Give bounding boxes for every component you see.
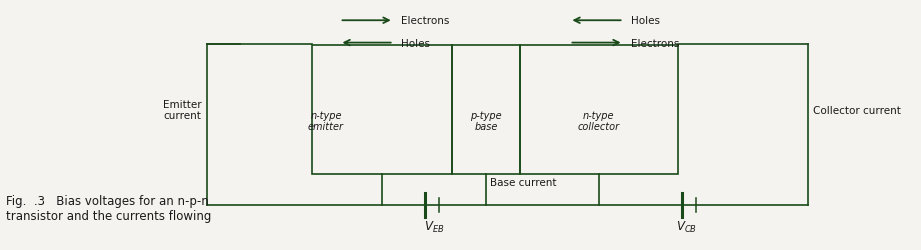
Text: $V_{CB}$: $V_{CB}$: [676, 219, 697, 234]
Text: n-type
collector: n-type collector: [577, 110, 620, 132]
Text: Electrons: Electrons: [631, 38, 679, 48]
Text: p-type
base: p-type base: [471, 110, 502, 132]
Text: Emitter
current: Emitter current: [163, 100, 202, 121]
Text: n-type
emitter: n-type emitter: [308, 110, 344, 132]
Text: Holes: Holes: [401, 38, 430, 48]
Text: Fig.  .3   Bias voltages for an n-p-n
transistor and the currents flowing: Fig. .3 Bias voltages for an n-p-n trans…: [6, 194, 211, 222]
Text: $V_{EB}$: $V_{EB}$: [424, 219, 445, 234]
Text: Base current: Base current: [490, 177, 556, 187]
Bar: [452, 46, 519, 174]
Bar: [312, 46, 452, 174]
Bar: [519, 46, 678, 174]
Text: Holes: Holes: [631, 16, 659, 26]
Text: Electrons: Electrons: [401, 16, 449, 26]
Text: Collector current: Collector current: [813, 105, 901, 115]
